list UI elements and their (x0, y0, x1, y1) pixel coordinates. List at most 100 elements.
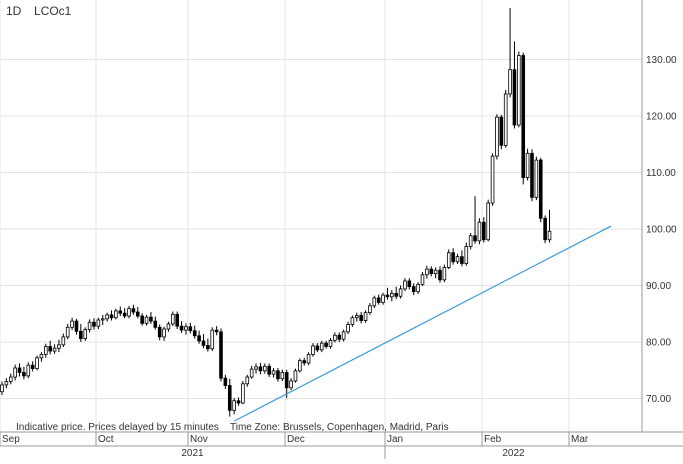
candle-body-down (206, 344, 210, 350)
candle-body-down (192, 330, 197, 337)
candle-body-up (114, 310, 118, 319)
trendline-layer (233, 225, 612, 422)
candle-body-down (460, 256, 464, 264)
y-tick-label: 110.00 (646, 168, 676, 179)
candle-body-down (236, 400, 241, 404)
candle-body-up (61, 336, 66, 346)
month-label: Feb (484, 434, 502, 445)
candle-body-up (254, 366, 258, 370)
candle-body-up (311, 345, 315, 355)
candle-body-up (162, 328, 166, 338)
candle-body-down (267, 365, 271, 375)
symbol-label: LCOc1 (34, 4, 72, 18)
candle-body-up (271, 370, 276, 375)
y-tick-label: 80.00 (646, 338, 671, 349)
candle-body-down (276, 370, 280, 380)
candle-body-up (280, 372, 285, 380)
candle-body-up (547, 230, 552, 241)
candle-body-up (144, 316, 149, 324)
candle-body-up (525, 152, 530, 178)
candle-body-up (464, 246, 469, 264)
month-label: Sep (2, 434, 20, 445)
candle-body-up (298, 360, 302, 372)
candle-body-down (499, 116, 504, 146)
candle-body-down (324, 342, 328, 347)
candle-body-down (227, 385, 232, 411)
candle-body-down (74, 320, 79, 332)
candle-body-up (83, 329, 88, 340)
candle-body-up (70, 320, 74, 328)
year-label: 2022 (502, 448, 525, 459)
y-tick-label: 70.00 (646, 394, 671, 405)
candle-body-up (166, 323, 171, 330)
candle-body-up (350, 317, 355, 325)
candle-body-up (363, 312, 368, 321)
candle-body-down (140, 315, 144, 324)
candle-body-up (65, 326, 70, 338)
candle-body-up (171, 313, 175, 325)
y-tick-label: 100.00 (646, 225, 677, 236)
candle-body-down (122, 312, 127, 317)
month-label: Nov (190, 434, 208, 445)
candle-body-up (455, 256, 460, 263)
candle-body-up (328, 339, 333, 347)
y-tick-label: 120.00 (646, 112, 677, 123)
candle-body-up (57, 344, 61, 349)
candle-body-down (473, 235, 477, 242)
candle-body-up (333, 334, 337, 341)
candle-body-down (315, 345, 320, 351)
candle-body-up (210, 329, 215, 350)
candle-body-up (127, 308, 131, 317)
candle-body-up (425, 268, 429, 276)
candle-body-up (398, 288, 403, 297)
grid (0, 0, 642, 432)
candle-body-up (87, 321, 92, 330)
candle-body-down (30, 364, 35, 369)
candle-body-down (521, 55, 526, 178)
candle-body-down (109, 314, 114, 319)
candle-body-up (232, 400, 236, 411)
candle-body-up (442, 267, 447, 281)
candle-body-up (4, 381, 9, 386)
candle-body-down (394, 293, 398, 297)
candle-body-up (446, 252, 451, 268)
candle-body-up (517, 55, 521, 126)
candle-body-down (219, 331, 223, 379)
candle-body-up (372, 297, 377, 307)
candle-body-up (319, 342, 324, 351)
candle-body-down (118, 310, 123, 314)
candle-body-up (381, 294, 385, 303)
candle-body-up (96, 319, 101, 327)
month-label: Mar (571, 434, 589, 445)
candle-body-down (197, 335, 201, 342)
candle-body-down (153, 320, 158, 328)
year-label: 2021 (181, 448, 204, 459)
candle-body-down (214, 329, 219, 333)
candle-body-up (26, 364, 31, 377)
candle-body-down (17, 367, 22, 373)
candle-body-down (429, 268, 434, 275)
candle-body-up (403, 280, 407, 290)
candles (0, 8, 552, 417)
candle-body-down (530, 152, 534, 198)
candle-body-down (411, 286, 416, 293)
candle-body-down (407, 280, 412, 288)
timezone-note: Time Zone: Brussels, Copenhagen, Madrid,… (230, 422, 449, 433)
candle-body-down (201, 340, 206, 346)
candle-body-up (416, 283, 420, 293)
candle-body-down (179, 325, 184, 331)
candle-body-up (433, 269, 438, 275)
candle-body-up (368, 305, 372, 314)
candle-body-down (149, 316, 153, 322)
candle-body-down (258, 366, 263, 372)
candle-body-up (13, 367, 17, 378)
candle-body-down (188, 326, 193, 332)
interval-label: 1D (6, 4, 22, 18)
candle-body-down (481, 221, 486, 241)
candle-body-down (385, 294, 390, 298)
candle-body-up (262, 365, 267, 372)
month-label: Dec (287, 434, 305, 445)
